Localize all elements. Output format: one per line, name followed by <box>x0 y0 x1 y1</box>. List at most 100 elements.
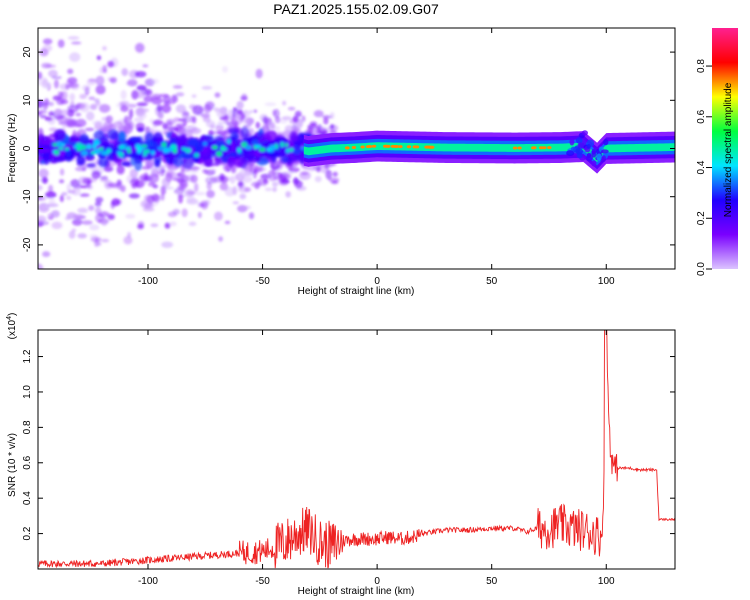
spectrogram-noise-blob <box>139 174 149 182</box>
snr-y-multiplier: (x104) <box>6 313 18 340</box>
spectrogram-core-blob <box>129 143 135 149</box>
spectrogram-noise-blob <box>218 236 223 242</box>
spectrogram-noise-blob <box>203 103 212 114</box>
spectrogram-noise-blob <box>94 201 102 207</box>
colorbar: 0.0 0.2 0.4 0.6 0.8 Normalized spectral ampl… <box>696 28 738 276</box>
spectrogram-noise-blob <box>293 127 301 133</box>
spectrogram-noise-blob <box>164 186 174 190</box>
spectrogram-noise-blob <box>253 109 258 113</box>
spectrogram-noise-blob <box>173 117 180 123</box>
spectrogram-peak-dot <box>360 145 365 149</box>
spectrogram-core-blob <box>42 153 50 165</box>
spectrogram-noise-blob <box>165 168 174 178</box>
spectrogram-noise-blob <box>77 233 87 239</box>
spectrogram-noise-blob <box>93 98 100 103</box>
spectrogram-noise-blob <box>160 129 169 135</box>
spectrogram-disturbance-blob <box>591 160 597 167</box>
spectrogram-noise-blob <box>323 117 329 125</box>
spectrogram-noise-blob <box>142 207 155 212</box>
spectrogram-noise-blob <box>95 100 101 106</box>
spectrogram-noise-blob <box>190 169 199 174</box>
spectrogram-noise-blob <box>301 115 306 123</box>
spectrogram-noise-blob <box>51 221 63 230</box>
spectrogram-noise-blob <box>255 68 263 79</box>
spectrogram-noise-blob <box>194 191 206 196</box>
spectrogram-noise-blob <box>120 105 129 112</box>
spectrogram-x-tick-label: 0 <box>374 276 380 287</box>
spectrogram-core-blob <box>118 131 126 143</box>
spectrogram-core <box>38 126 328 171</box>
spectrogram-noise-blob <box>48 197 56 207</box>
spectrogram-noise-blob <box>74 124 82 128</box>
spectrogram-noise-blob <box>59 168 65 176</box>
snr-x-tick-label: 100 <box>598 576 615 587</box>
spectrogram-noise-blob <box>47 212 54 220</box>
spectrogram-noise-blob <box>243 124 252 128</box>
colorbar-label: Normalized spectral amplitude <box>723 82 734 217</box>
spectrogram-noise-blob <box>100 217 108 226</box>
spectrogram-core-blob <box>274 137 286 142</box>
colorbar-tick-label: 0.0 <box>696 262 707 276</box>
spectrogram-disturbance-blob <box>603 138 609 146</box>
spectrogram-disturbance-blob <box>591 148 597 155</box>
spectrogram-noise-blob <box>87 184 94 190</box>
spectrogram-peak-dot <box>542 146 547 150</box>
spectrogram-noise-blob <box>88 96 96 101</box>
spectrogram-peak-dot <box>517 146 522 150</box>
spectrogram-noise-blob <box>281 116 292 120</box>
spectrogram-noise-blob <box>116 164 125 175</box>
spectrogram-noise-blob <box>201 85 213 90</box>
spectrogram-noise-blob <box>86 177 98 183</box>
spectrogram-noise-blob <box>53 79 59 89</box>
spectrogram-noise-blob <box>81 220 93 225</box>
spectrogram-noise-blob <box>134 42 145 53</box>
spectrogram-noise-blob <box>42 38 53 45</box>
spectrogram-noise-blob <box>57 39 65 48</box>
spectrogram-peak-dot <box>512 146 518 150</box>
spectrogram-noise-blob <box>77 207 89 214</box>
spectrogram-noise-blob <box>280 178 290 184</box>
spectrogram-hotspot <box>64 147 70 151</box>
spectrogram-disturbance-blob <box>586 153 593 162</box>
snr-frame <box>37 329 676 570</box>
spectrogram-noise-blob <box>134 90 146 99</box>
spectrogram-noise-blob <box>51 75 62 80</box>
spectrogram-noise-blob <box>71 187 81 196</box>
spectrogram-noise-blob <box>140 199 153 209</box>
spectrogram-noise-blob <box>262 116 269 125</box>
spectrogram-noise-blob <box>96 241 102 246</box>
spectrogram-noise-blob <box>214 211 223 221</box>
spectrogram-noise-blob <box>128 193 140 199</box>
snr-y-tick-label: 1.0 <box>22 385 33 399</box>
spectrogram-noise-blob <box>268 170 276 177</box>
spectrogram-noise-blob <box>38 71 43 80</box>
spectrogram-x-tick-label: -100 <box>138 276 158 287</box>
spectrogram-core-blob <box>237 153 249 159</box>
spectrogram-hotspot <box>80 150 88 156</box>
spectrogram-core-blob <box>107 129 119 140</box>
spectrogram-noise-blob <box>177 194 186 198</box>
spectrogram-core-blob <box>194 141 205 152</box>
spectrogram-noise-blob <box>97 211 110 218</box>
spectrogram-noise-blob <box>190 174 198 184</box>
spectrogram-noise-blob <box>282 171 294 175</box>
spectrogram-noise-blob <box>208 129 214 137</box>
spectrogram-hotspot <box>93 139 100 146</box>
spectrogram-hotspot <box>100 150 108 155</box>
spectrogram-noise-blob <box>322 115 333 119</box>
spectrogram-noise-blob <box>61 192 68 196</box>
spectrogram-hotspot <box>118 145 126 150</box>
spectrogram-hotspot <box>54 149 60 156</box>
spectrogram-noise-blob <box>248 212 255 220</box>
spectrogram-core-blob <box>121 161 131 167</box>
spectrogram-noise-blob <box>119 126 130 133</box>
spectrogram-disturbance-blob <box>577 142 585 148</box>
spectrogram-noise-blob <box>276 164 284 169</box>
spectrogram-noise-blob <box>89 103 98 111</box>
spectrogram-noise-blob <box>58 179 65 184</box>
spectrogram-noise-blob <box>167 211 177 218</box>
spectrogram-peak-dot <box>367 145 373 149</box>
spectrogram-noise-blob <box>95 84 106 95</box>
spectrogram-noise-blob <box>52 95 62 101</box>
